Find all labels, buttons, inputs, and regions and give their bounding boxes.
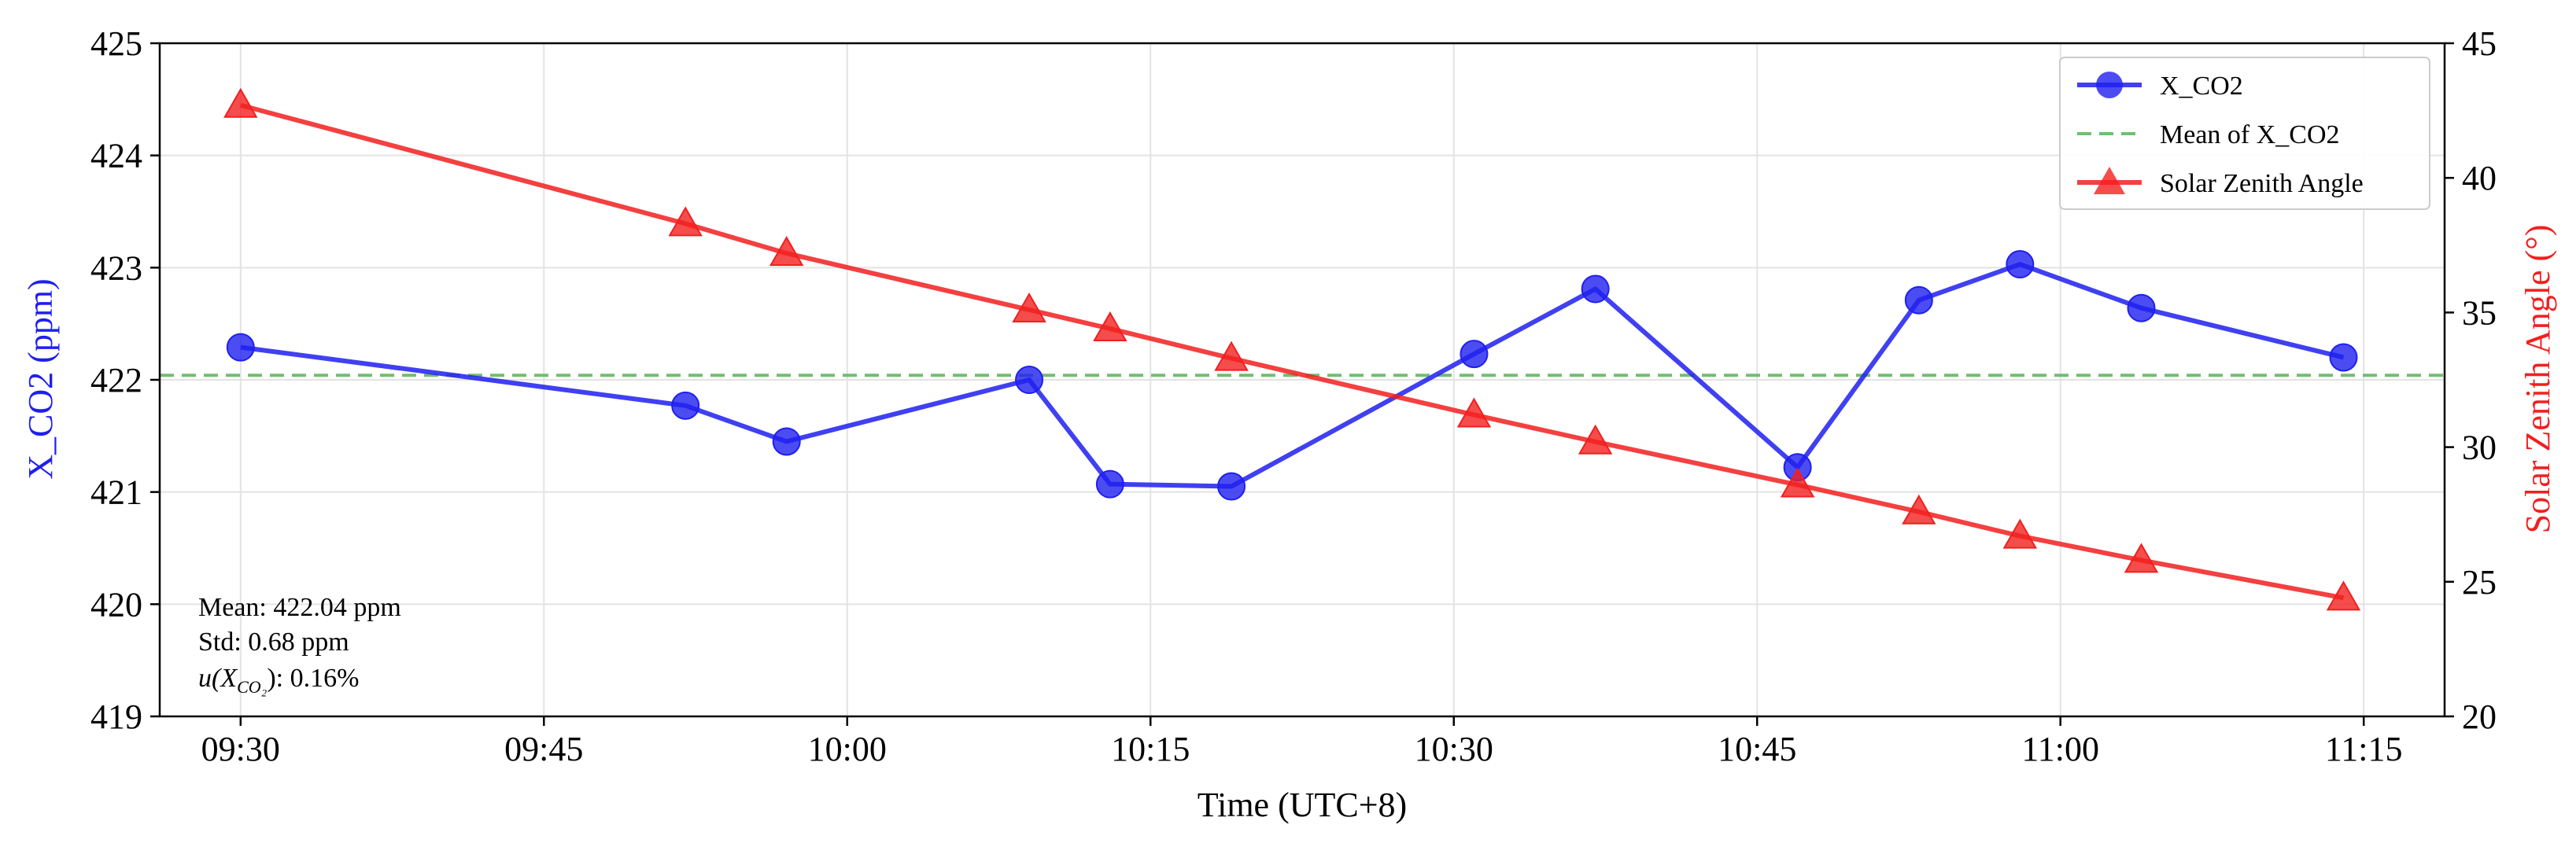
sza-point [1214,341,1249,371]
x-tick-label: 09:45 [504,730,583,768]
legend-label: Mean of X_CO2 [2160,120,2340,149]
x-tick-label: 10:45 [1718,730,1796,768]
x-tick-label: 09:30 [201,730,280,768]
axes-ticks: 09:30 09:45 10:00 10:15 10:30 10:45 11:00 11:15… [90,24,2497,768]
x-co2-point [1904,285,1933,315]
sza-point [769,236,804,267]
x-tick-label: 11:15 [2325,730,2403,768]
sza-point [1780,467,1815,498]
legend-label: X_CO2 [2160,72,2243,101]
x-co2-point [1015,366,1044,394]
y-tick-label-right: 40 [2462,159,2497,197]
x-co2-point [2127,293,2156,322]
legend-x-co2-marker [2096,72,2123,98]
sza-point [668,206,703,237]
legend-box [2059,57,2430,210]
std-annotation: Std: 0.68 ppm [198,628,349,657]
y-tick-label-right: 35 [2462,293,2497,332]
y-tick-label-right: 20 [2462,698,2497,736]
series-layer [223,87,2361,611]
sza-point [2326,580,2361,611]
sza-point [1902,494,1936,525]
sza-point [1456,397,1492,428]
y-tick-label-left: 419 [90,698,142,736]
y-tick-label-left: 424 [90,137,142,175]
x-co2-point [772,427,801,456]
x-co2-point [1217,472,1246,501]
x-co2-point [1581,274,1610,304]
y-tick-label-left: 420 [90,585,142,624]
legend: X_CO2 Mean of X_CO2 Solar Zenith Angle [2059,57,2430,210]
x-tick-label: 10:00 [808,730,887,768]
stats-annotation: Mean: 422.04 ppm Std: 0.68 ppm u(XCO₂): … [198,593,401,697]
x-axis-label: Time (UTC+8) [1198,786,1407,824]
sza-point [1093,311,1127,341]
y-tick-label-right: 45 [2462,24,2497,63]
y-axis-label-left: X_CO2 (ppm) [21,278,60,479]
y-tick-label-left: 425 [90,24,142,63]
x-tick-label: 10:15 [1111,730,1190,768]
sza-point [1578,424,1613,455]
y-tick-label-left: 423 [90,248,142,287]
y-tick-label-right: 25 [2462,563,2497,602]
x-co2-point [226,333,255,362]
legend-sza-marker [2094,167,2125,194]
y-tick-label-right: 30 [2462,429,2497,467]
x-co2-point [671,391,700,420]
mean-annotation: Mean: 422.04 ppm [198,593,401,622]
legend-label: Solar Zenith Angle [2160,169,2364,198]
x-co2-point [1095,469,1124,499]
x-co2-point [2329,343,2358,372]
x-co2-point [1460,340,1489,369]
sza-point [1012,292,1046,322]
sza-point [223,87,258,118]
x-tick-label: 10:30 [1415,730,1493,768]
x-co2-point [2006,250,2035,279]
y-axis-label-right: Solar Zenith Angle (°) [2519,225,2557,534]
y-tick-label-left: 422 [90,361,142,399]
sza-point [2124,543,2159,573]
uncertainty-annotation: u(XCO₂): 0.16% [198,664,359,697]
x-tick-label: 11:00 [2021,730,2099,768]
sza-point [2002,518,2038,549]
y-tick-label-left: 421 [90,473,142,512]
